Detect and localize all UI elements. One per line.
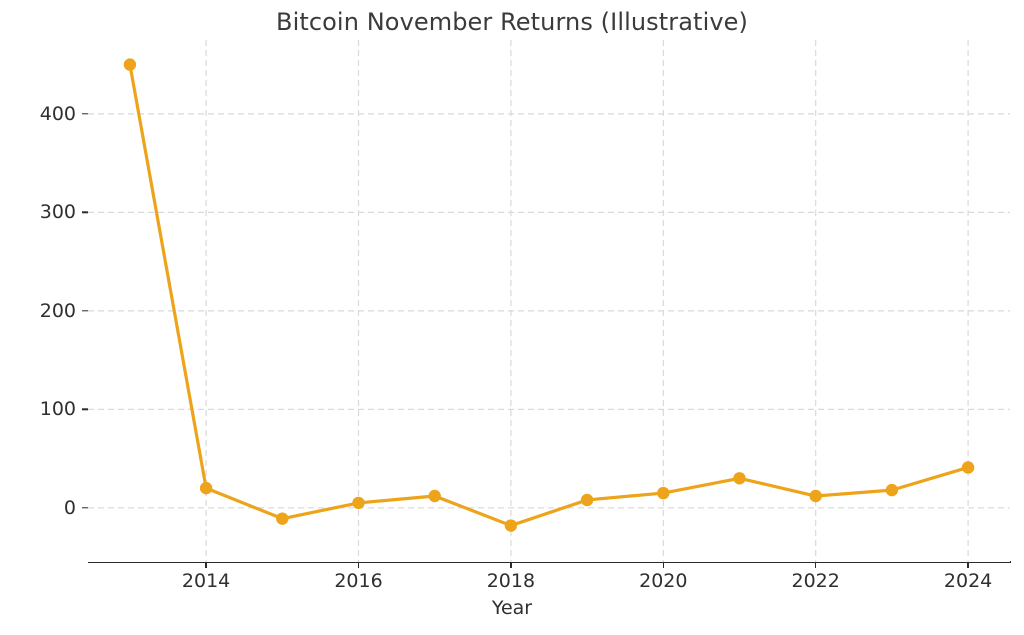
x-tick-label: 2014: [181, 570, 231, 592]
y-tick-mark: [82, 408, 88, 411]
y-tick-label: 200: [39, 299, 76, 322]
data-point-marker[interactable]: [961, 461, 975, 474]
x-tick-mark: [205, 562, 207, 568]
data-point-marker[interactable]: [733, 472, 746, 485]
data-point-marker[interactable]: [276, 512, 289, 525]
y-tick-label: 0: [63, 496, 76, 519]
x-tick-mark: [815, 562, 817, 568]
gridlines: [88, 40, 1010, 562]
x-tick-mark: [357, 562, 360, 568]
y-tick-mark: [82, 310, 88, 312]
data-point-marker[interactable]: [199, 481, 213, 495]
x-tick-label: 2022: [791, 570, 840, 592]
x-tick-label: 2016: [334, 570, 383, 592]
data-point-marker[interactable]: [657, 486, 670, 500]
chart-title: Bitcoin November Returns (Illustrative): [276, 8, 748, 36]
y-tick-label: 400: [39, 102, 76, 125]
y-tick-label: 100: [39, 398, 76, 421]
x-tick-label: 2024: [943, 570, 993, 592]
data-point-marker[interactable]: [504, 519, 518, 532]
y-tick-mark: [82, 211, 88, 214]
y-tick-mark: [82, 507, 88, 509]
data-point-marker[interactable]: [428, 489, 441, 503]
x-axis-label: Year: [491, 597, 533, 619]
data-point-marker[interactable]: [123, 58, 137, 71]
data-point-marker[interactable]: [885, 483, 899, 497]
data-point-marker[interactable]: [809, 489, 822, 503]
data-point-marker[interactable]: [580, 493, 594, 507]
data-point-marker[interactable]: [352, 496, 365, 510]
y-tick-label: 300: [39, 201, 76, 224]
series-line: [128, 63, 970, 528]
x-tick-mark: [662, 562, 664, 568]
x-tick-label: 2020: [639, 570, 688, 592]
x-tick-mark: [510, 562, 512, 568]
x-tick-mark: [967, 562, 969, 568]
data-series-line: [123, 58, 975, 532]
plot-area: [88, 40, 1010, 562]
x-tick-label: 2018: [486, 570, 536, 592]
y-tick-mark: [82, 113, 88, 115]
